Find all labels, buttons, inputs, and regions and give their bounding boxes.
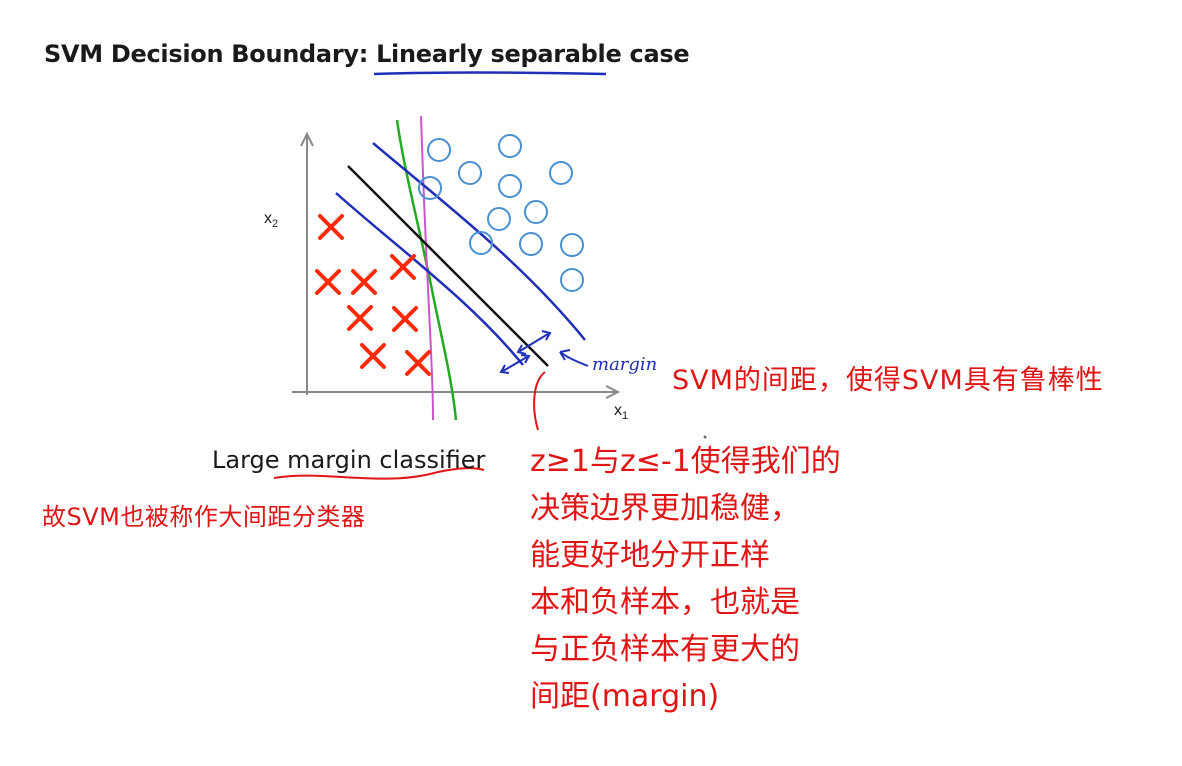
- handwritten-note-block: z≥1与z≤-1使得我们的 决策边界更加稳健， 能更好地分开正样 本和负样本，也…: [530, 438, 850, 720]
- cross-marker: [347, 305, 373, 331]
- title-underline: [373, 71, 607, 76]
- upper-margin-line: [372, 142, 586, 341]
- magenta-boundary-line: [420, 115, 434, 421]
- circle-marker: [418, 176, 442, 200]
- green-boundary-line: [395, 119, 458, 421]
- page-title: SVM Decision Boundary: Linearly separabl…: [44, 40, 690, 68]
- handwritten-note-right: SVM的间距，使得SVM具有鲁棒性: [672, 365, 1104, 396]
- circle-marker: [519, 232, 543, 256]
- margin-pointer-arrow: [559, 349, 589, 367]
- circle-marker: [498, 174, 522, 198]
- y-axis-label: x2: [264, 210, 279, 231]
- x-axis-arrow: [605, 385, 621, 399]
- caption-underline: [273, 467, 485, 480]
- cross-marker: [392, 306, 418, 332]
- small-dot: [703, 435, 707, 439]
- cross-marker: [318, 214, 344, 240]
- handwritten-note-left: 故SVM也被称作大间距分类器: [42, 503, 366, 531]
- decision-boundary-line: [347, 165, 549, 367]
- circle-marker: [487, 207, 511, 231]
- lower-margin-line: [335, 192, 524, 366]
- circle-marker: [524, 200, 548, 224]
- note-line: 本和负样本，也就是: [530, 585, 800, 620]
- cross-marker: [405, 350, 431, 376]
- circle-marker: [458, 161, 482, 185]
- positive-samples: [418, 134, 584, 292]
- title-prefix: SVM Decision Boundary:: [44, 40, 377, 68]
- note-line: 决策边界更加稳健，: [530, 491, 800, 526]
- circle-marker: [427, 138, 451, 162]
- axes: [292, 131, 621, 399]
- note-line: z≥1与z≤-1使得我们的: [530, 444, 841, 479]
- cross-marker: [390, 254, 416, 280]
- margin-arrow-upper: [519, 333, 549, 352]
- title-emphasis: Linearly separable: [376, 40, 622, 68]
- diagram-caption: Large margin classifier: [212, 446, 486, 474]
- circle-marker: [560, 268, 584, 292]
- title-suffix: case: [621, 40, 690, 68]
- cross-marker: [360, 343, 386, 369]
- margin-arrow-lower: [502, 356, 528, 372]
- x-axis-label: x1: [614, 402, 629, 423]
- bracket-mark: [533, 371, 546, 431]
- circle-marker: [469, 231, 493, 255]
- cross-marker: [351, 269, 377, 295]
- y-axis-arrow: [300, 131, 314, 147]
- negative-samples: [315, 214, 431, 376]
- note-line: 间距(margin): [530, 679, 720, 714]
- note-line: 与正负样本有更大的: [530, 632, 800, 667]
- circle-marker: [549, 161, 573, 185]
- circle-marker: [560, 233, 584, 257]
- note-line: 能更好地分开正样: [530, 538, 770, 573]
- circle-marker: [498, 134, 522, 158]
- margin-annotation: margin: [592, 354, 658, 375]
- margin-arrows: [499, 330, 589, 374]
- cross-marker: [315, 269, 341, 295]
